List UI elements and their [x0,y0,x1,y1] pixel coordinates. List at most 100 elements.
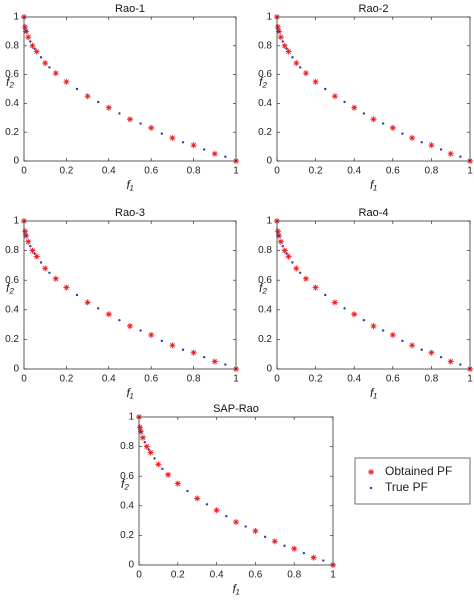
point [33,48,40,55]
x-tick-label: 0 [21,166,27,177]
point [33,47,36,50]
x-tick-label: 0.2 [309,374,323,385]
point [153,457,156,460]
y-tick-label: 0.4 [5,304,19,315]
point [263,535,267,539]
y-tick-label: 0.4 [5,98,19,109]
point [302,70,309,77]
point [169,342,176,349]
point [281,42,288,49]
x-tick-label: 0.6 [248,570,262,581]
x-tick-label: 0.4 [347,374,361,385]
point [194,495,201,502]
point [127,116,133,123]
point [75,87,79,91]
legend-label: True PF [385,480,428,494]
point [25,238,32,245]
y-tick-label: 0 [13,364,19,375]
point [277,238,284,245]
point [165,471,172,478]
x-tick-label: 0.2 [309,166,323,177]
point [324,87,327,91]
point [428,349,435,356]
point [420,348,423,351]
point [401,339,404,343]
y-axis-label: f₂ [6,75,14,89]
point [147,448,150,451]
point [211,150,218,157]
x-axis-label: f₁ [370,178,377,192]
point [285,252,288,255]
point [186,489,189,493]
point [48,271,51,274]
point [381,329,385,332]
point [224,363,227,366]
point [136,424,143,431]
point [52,70,59,77]
x-tick-label: 0.4 [347,166,361,177]
y-tick-label: 1 [13,12,19,23]
point [213,507,220,514]
legend-marker [369,486,373,490]
point [160,339,163,343]
x-axis-label: f₁ [370,386,377,400]
point [143,440,147,444]
point [293,60,300,67]
x-tick-label: 0.8 [187,166,201,177]
plot-area [24,221,236,369]
y-tick-label: 0.8 [258,245,272,256]
point [118,318,121,322]
point [409,134,416,141]
x-tick-label: 0.6 [144,166,158,177]
point [24,234,28,237]
point [447,358,454,365]
y-tick-label: 0.6 [120,471,134,482]
subplot: 0 0.2 0.4 0.6 0.8 1 0 0.2 0.4 0.6 0.8 1 SAP-Rao f₁ f₂ O… [120,403,471,596]
point [331,299,338,306]
point [459,363,462,366]
point [283,544,286,547]
x-tick-label: 0.6 [144,374,158,385]
point [225,514,228,518]
point [181,141,185,144]
point [302,551,306,555]
point [331,93,338,100]
point [39,261,43,264]
point [52,275,59,282]
point [277,30,281,33]
point [271,538,278,545]
x-tick-label: 0.4 [102,166,116,177]
chart-title: Rao-3 [115,207,145,219]
point [277,234,281,237]
point [84,93,91,100]
point [312,78,319,85]
point [211,358,218,365]
x-tick-label: 0 [21,374,27,385]
y-tick-label: 0.8 [120,441,134,452]
subplot: 0 0.2 0.4 0.6 0.8 1 0 0.2 0.4 0.6 0.8 1 Rao-4 f₁ f₂ [258,207,473,400]
point [139,434,146,441]
point [370,116,377,123]
point [29,42,36,49]
legend-marker [368,469,374,475]
axes-frame [138,416,334,566]
point [281,244,284,248]
point [174,480,181,487]
point [439,148,443,151]
axes-frame [276,220,471,370]
point [459,155,462,158]
point [42,60,49,67]
x-tick-label: 0.6 [386,374,400,385]
y-axis-label: f₂ [6,281,14,295]
legend-box [354,457,471,505]
x-tick-label: 0 [274,166,280,177]
point [161,467,164,470]
point [118,112,121,115]
y-tick-label: 1 [128,412,134,423]
y-tick-label: 1 [266,12,272,23]
y-tick-label: 0 [128,560,134,571]
point [48,66,51,69]
point [401,132,404,135]
point [291,56,294,59]
